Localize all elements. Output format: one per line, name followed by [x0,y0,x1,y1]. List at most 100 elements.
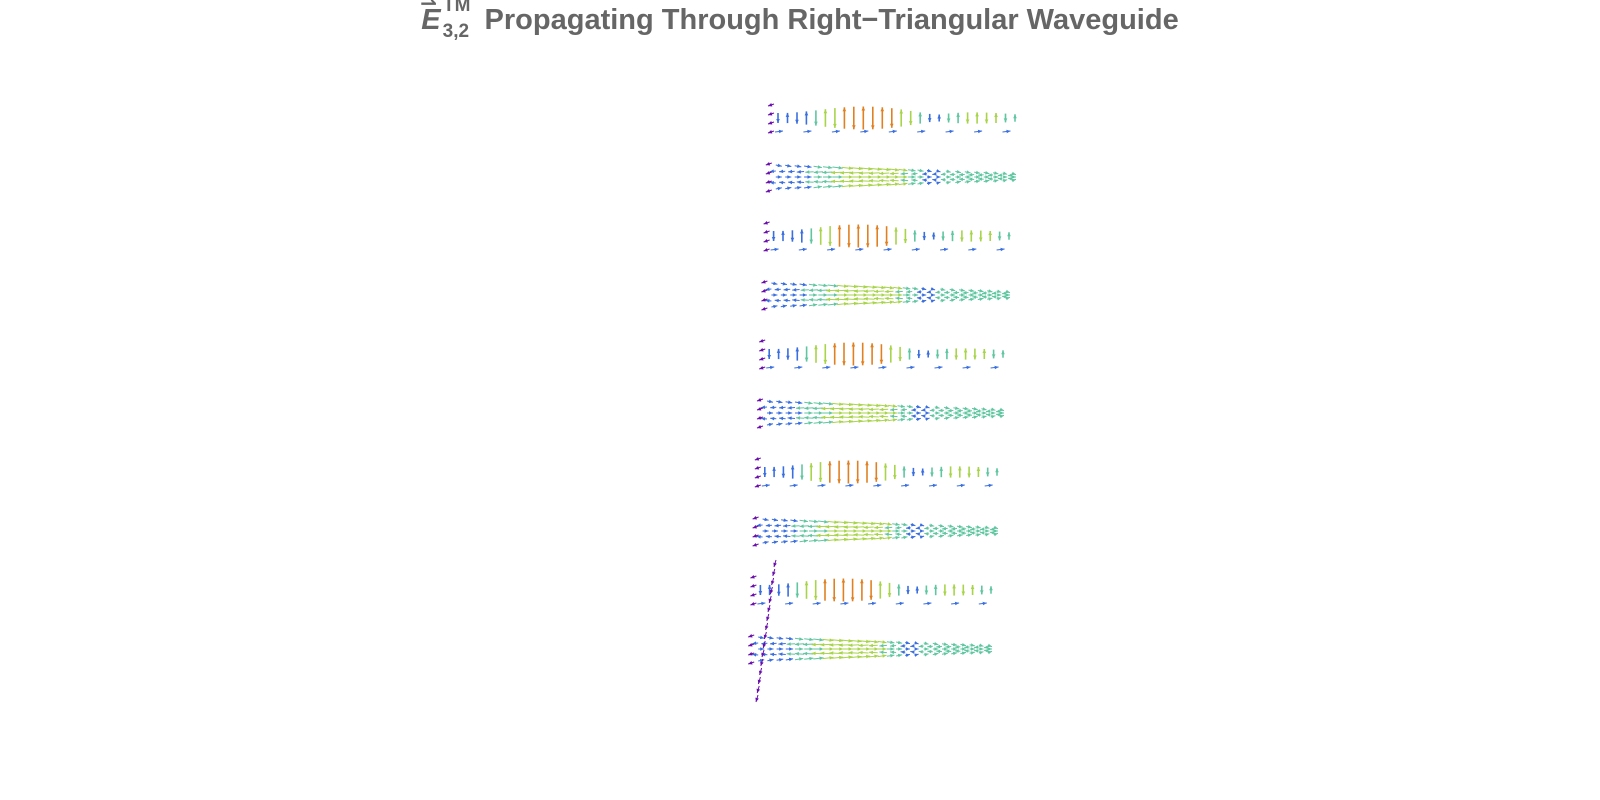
field-arrowhead [858,414,863,419]
field-arrowhead [905,647,910,651]
field-arrowhead [750,584,755,588]
field-arrowhead [932,178,937,182]
field-arrowhead [977,173,983,177]
title-text: Propagating Through Right−Triangular Wav… [484,4,1179,36]
field-arrowhead [803,519,808,523]
mode-superscript: TM [443,0,471,16]
field-arrowhead [964,645,969,649]
field-arrowhead [1006,129,1011,134]
field-arrowhead [974,649,979,653]
field-arrowhead [765,534,770,539]
field-arrowhead [925,411,930,415]
field-arrowhead [994,365,999,370]
field-arrowhead [900,414,905,419]
field-arrowhead [970,288,975,293]
field-arrowhead [759,348,764,352]
field-arrowhead [796,180,801,185]
field-arrowhead [999,407,1005,412]
field-arrowhead [887,247,892,252]
field-arrowhead [812,303,818,307]
field-arrowhead [778,652,783,657]
field-arrowhead [802,282,807,287]
field-arrowhead [962,647,967,651]
field-arrowhead [839,402,844,406]
field-arrowhead [963,348,968,353]
field-arrowhead [966,170,971,174]
field-arrowhead [980,527,985,531]
field-arrowhead [788,636,794,641]
field-arrowhead [995,409,1001,413]
field-arrowhead [781,230,785,235]
field-arrowhead [898,647,903,651]
field-arrowhead [927,118,932,123]
field-arrowhead [879,521,884,526]
field-arrowhead [783,298,788,303]
field-arrowhead [940,172,946,176]
field-arrowhead [941,526,947,531]
field-arrowhead [931,293,936,297]
field-arrowhead [832,597,836,602]
field-arrowhead [926,296,932,300]
field-arrowhead [892,411,897,415]
field-arrowhead [799,647,804,651]
field-arrowhead [793,483,798,488]
field-arrowhead [895,296,900,301]
field-arrowhead [1007,173,1013,177]
field-arrowhead [804,111,809,116]
field-arrowhead [752,525,757,529]
field-arrowhead [924,590,929,595]
field-arrowhead [890,643,895,648]
field-arrowhead [866,654,871,659]
field-arrowhead [769,635,774,640]
field-arrowhead [822,170,827,175]
field-arrowhead [865,461,869,466]
field-arrowhead [897,653,903,658]
field-arrowhead [976,529,981,533]
field-arrowhead [763,221,768,225]
field-arrowhead [773,529,778,533]
field-arrowhead [894,167,900,172]
field-arrowhead [799,657,804,661]
field-arrowhead [823,579,827,584]
field-arrowhead [987,650,993,655]
field-arrowhead [895,532,900,537]
field-arrowhead [795,119,799,124]
field-arrowhead [809,298,814,302]
field-arrowhead [966,180,971,184]
field-arrowhead [773,281,778,286]
field-arrowhead [940,178,946,182]
field-arrowhead [823,283,828,288]
field-arrowhead [929,534,935,539]
field-arrowhead [922,178,927,183]
field-arrowhead [828,401,834,406]
field-arrowhead [884,289,889,294]
field-arrowhead [868,178,873,183]
field-arrowhead [938,408,943,413]
field-arrowhead [759,357,764,361]
field-arrowhead [913,299,919,304]
field-arrowhead [911,175,916,179]
field-arrowhead [822,179,827,184]
field-arrowhead [769,411,773,415]
field-arrowhead [983,645,989,649]
field-arrowhead [754,466,760,470]
field-arrowhead [919,175,924,179]
field-arrowhead [954,355,959,360]
field-arrowhead [915,526,921,530]
field-arrowhead [970,584,975,589]
field-arrowhead [823,359,828,364]
field-arrowhead [929,414,934,418]
field-arrowhead [950,287,956,292]
field-arrowhead [974,645,979,649]
field-arrowhead [994,175,999,179]
field-arrowhead [769,169,774,173]
field-arrowhead [839,170,844,175]
field-arrowhead [828,165,833,170]
field-arrowhead [853,297,858,301]
field-arrowhead [911,178,916,183]
field-arrowhead [826,297,831,302]
field-arrowhead [795,347,800,352]
field-arrowhead [773,293,778,297]
field-arrowhead [920,529,925,533]
field-arrowhead [814,345,818,350]
